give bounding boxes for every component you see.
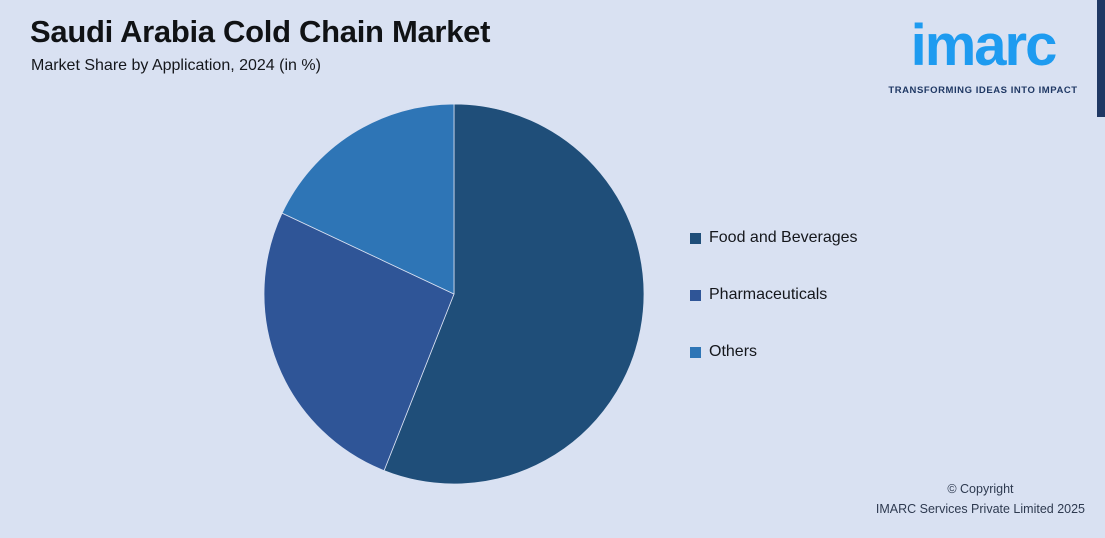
- legend-marker: [690, 346, 701, 358]
- pie-slice-food-and-beverages: [383, 103, 645, 485]
- imarc-tagline: TRANSFORMING IDEAS INTO IMPACT: [888, 85, 1078, 96]
- legend-item: Pharmaceuticals: [690, 286, 858, 303]
- legend-label: Others: [709, 343, 758, 360]
- pie-chart-area: [263, 103, 645, 485]
- legend-marker: [690, 289, 701, 301]
- legend-item: Food and Beverages: [690, 229, 858, 246]
- legend-label: Food and Beverages: [709, 229, 858, 246]
- legend-label: Pharmaceuticals: [709, 286, 828, 303]
- copyright-line1: © Copyright: [947, 482, 1014, 497]
- imarc-logo: imarc: [910, 13, 1058, 78]
- chart-legend: Food and Beverages Pharmaceuticals Others: [690, 229, 858, 360]
- page-subtitle: Market Share by Application, 2024 (in %): [31, 57, 321, 74]
- pie-slice-others: [281, 103, 455, 295]
- pie-slice-pharmaceuticals: [263, 212, 455, 472]
- legend-item: Others: [690, 343, 858, 360]
- page-title: Saudi Arabia Cold Chain Market: [30, 14, 491, 49]
- imarc-brand-block: imarc TRANSFORMING IDEAS INTO IMPACT: [876, 10, 1090, 96]
- corner-accent-bar: [1097, 0, 1105, 117]
- legend-marker: [690, 232, 701, 244]
- copyright-notice: © Copyright IMARC Services Private Limit…: [876, 480, 1085, 519]
- copyright-line2: IMARC Services Private Limited 2025: [875, 501, 1085, 516]
- pie-chart: [263, 103, 645, 485]
